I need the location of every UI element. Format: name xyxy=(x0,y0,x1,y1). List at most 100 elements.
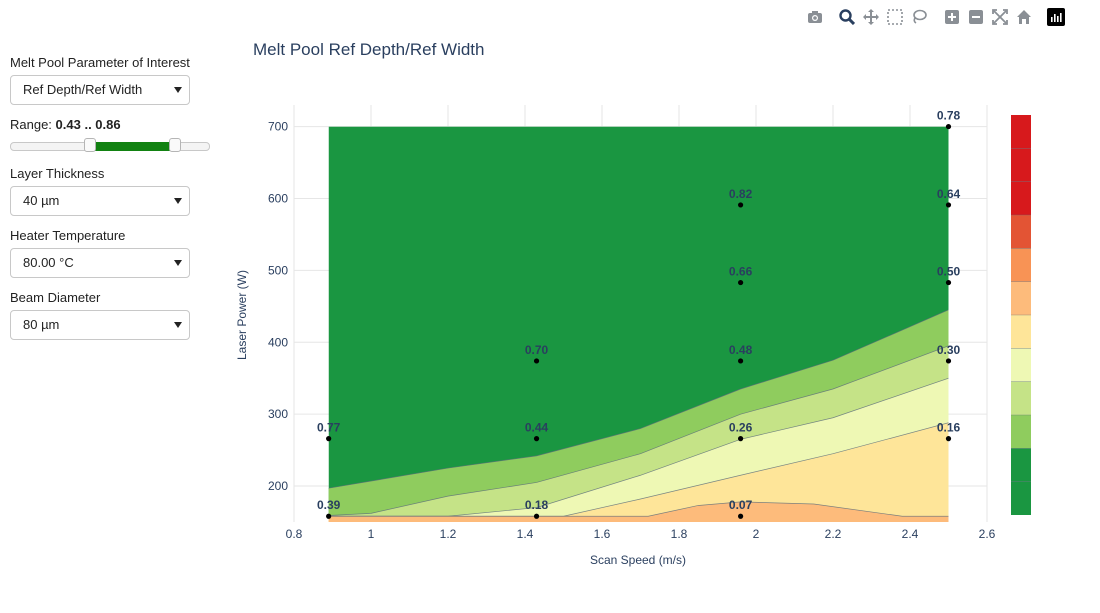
caret-down-icon xyxy=(174,260,182,266)
x-tick-label: 1.2 xyxy=(440,527,457,541)
pan-icon[interactable] xyxy=(862,8,880,26)
colorbar-segment xyxy=(1011,248,1031,282)
data-point[interactable] xyxy=(945,358,952,364)
y-tick-label: 300 xyxy=(268,407,288,421)
y-axis-title: Laser Power (W) xyxy=(235,270,249,360)
data-point[interactable] xyxy=(945,202,952,208)
caret-down-icon xyxy=(174,198,182,204)
layer-thickness-value: 40 µm xyxy=(23,193,60,208)
contour-band xyxy=(328,501,949,522)
data-point[interactable] xyxy=(945,279,952,286)
zoom-in-icon[interactable] xyxy=(943,8,961,26)
beam-diameter-dropdown[interactable]: 80 µm xyxy=(10,310,190,340)
colorbar-segment xyxy=(1011,281,1031,315)
data-point[interactable] xyxy=(738,513,744,519)
data-label: 0.70 xyxy=(525,343,549,357)
x-axis-title: Scan Speed (m/s) xyxy=(590,553,686,567)
range-slider[interactable] xyxy=(10,138,210,154)
colorbar-segment xyxy=(1011,415,1031,449)
box-select-icon[interactable] xyxy=(886,8,904,26)
data-points: 0.77 0.39 0.70 0.44 0.18 0.82 0.66 0.48 0.26 0.07… xyxy=(317,109,961,519)
y-tick-label: 400 xyxy=(268,335,288,349)
data-label: 0.39 xyxy=(317,498,341,512)
slider-handle-max[interactable] xyxy=(169,138,182,152)
y-tick-label: 200 xyxy=(268,479,288,493)
colorbar-segment xyxy=(1011,381,1031,415)
x-tick-label: 1.4 xyxy=(517,527,534,541)
chart-title: Melt Pool Ref Depth/Ref Width xyxy=(253,40,484,59)
colorbar-segment xyxy=(1011,148,1031,182)
data-point[interactable] xyxy=(533,436,540,442)
data-label: 0.64 xyxy=(937,187,961,201)
data-point[interactable] xyxy=(738,358,744,364)
range-label: Range: xyxy=(10,117,52,132)
data-point[interactable] xyxy=(326,513,332,519)
heater-temperature-label: Heater Temperature xyxy=(10,228,126,243)
parameter-dropdown[interactable]: Ref Depth/Ref Width xyxy=(10,75,190,105)
camera-icon[interactable] xyxy=(806,8,824,26)
colorbar-segment xyxy=(1011,181,1031,215)
range-value: 0.43 .. 0.86 xyxy=(55,117,121,132)
data-point[interactable] xyxy=(738,279,744,286)
colorbar xyxy=(1011,115,1031,515)
heater-temperature-value: 80.00 °C xyxy=(23,255,74,270)
y-tick-label: 500 xyxy=(268,263,288,277)
colorbar-segment xyxy=(1011,315,1031,349)
x-tick-label: 2 xyxy=(753,527,760,541)
data-label: 0.18 xyxy=(525,498,549,512)
layer-thickness-label: Layer Thickness xyxy=(10,166,105,181)
data-label: 0.26 xyxy=(729,421,753,435)
control-panel: Melt Pool Parameter of Interest Ref Dept… xyxy=(10,55,210,352)
x-tick-label: 1 xyxy=(368,527,375,541)
data-point[interactable] xyxy=(533,358,540,364)
x-tick-label: 1.8 xyxy=(671,527,688,541)
range-readout: Range: 0.43 .. 0.86 xyxy=(10,117,210,132)
colorbar-segment xyxy=(1011,348,1031,382)
data-label: 0.07 xyxy=(729,498,753,512)
lasso-select-icon[interactable] xyxy=(910,8,928,26)
slider-fill xyxy=(94,142,172,151)
data-point[interactable] xyxy=(945,123,952,130)
caret-down-icon xyxy=(174,322,182,328)
data-point[interactable] xyxy=(738,436,744,442)
beam-diameter-value: 80 µm xyxy=(23,317,60,332)
parameter-label: Melt Pool Parameter of Interest xyxy=(10,55,190,70)
x-tick-label: 2.4 xyxy=(902,527,919,541)
autoscale-icon[interactable] xyxy=(991,8,1009,26)
data-label: 0.48 xyxy=(729,343,753,357)
data-point[interactable] xyxy=(533,513,540,519)
caret-down-icon xyxy=(174,87,182,93)
contour-bands xyxy=(328,126,949,522)
reset-axes-icon[interactable] xyxy=(1015,8,1033,26)
colorbar-segment xyxy=(1011,215,1031,249)
beam-diameter-label: Beam Diameter xyxy=(10,290,101,305)
data-label: 0.82 xyxy=(729,187,753,201)
zoom-out-icon[interactable] xyxy=(967,8,985,26)
data-label: 0.44 xyxy=(525,421,549,435)
y-tick-label: 700 xyxy=(268,120,288,134)
slider-handle-min[interactable] xyxy=(84,138,97,152)
x-tick-label: 1.6 xyxy=(594,527,611,541)
data-point[interactable] xyxy=(738,202,744,208)
data-label: 0.30 xyxy=(937,343,961,357)
data-point[interactable] xyxy=(945,436,952,442)
plotly-logo-icon[interactable] xyxy=(1047,8,1065,26)
x-tick-label: 0.8 xyxy=(286,527,303,541)
colorbar-segment xyxy=(1011,448,1031,482)
data-point[interactable] xyxy=(326,436,332,442)
data-label: 0.50 xyxy=(937,265,961,279)
colorbar-segment xyxy=(1011,115,1031,149)
heater-temperature-dropdown[interactable]: 80.00 °C xyxy=(10,248,190,278)
x-tick-label: 2.2 xyxy=(825,527,842,541)
data-label: 0.78 xyxy=(937,109,961,123)
data-label: 0.16 xyxy=(937,421,961,435)
layer-thickness-dropdown[interactable]: 40 µm xyxy=(10,186,190,216)
parameter-value: Ref Depth/Ref Width xyxy=(23,82,143,97)
x-tick-label: 2.6 xyxy=(979,527,996,541)
zoom-icon[interactable] xyxy=(838,8,856,26)
x-tick-labels: 0.8 1 1.2 1.4 1.6 1.8 2 2.2 2.4 2.6 xyxy=(286,527,996,541)
colorbar-segment xyxy=(1011,481,1031,515)
y-tick-label: 600 xyxy=(268,191,288,205)
data-label: 0.66 xyxy=(729,265,753,279)
